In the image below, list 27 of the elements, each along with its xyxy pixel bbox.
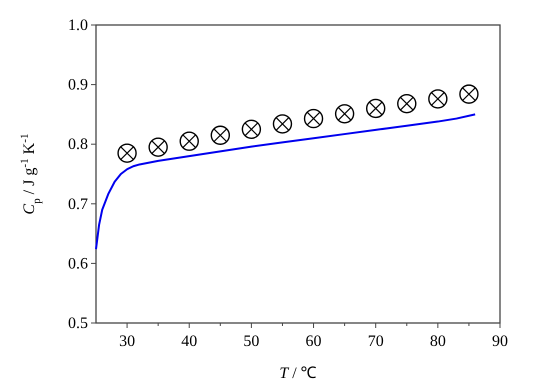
point [180, 132, 199, 151]
point [304, 108, 324, 128]
point [366, 98, 386, 118]
y-tick-label: 0.9 [68, 76, 88, 94]
line-series [95, 113, 476, 250]
x-axis-title: T / ℃ [279, 365, 317, 382]
x-tick-label: 40 [181, 333, 198, 350]
y-tick-label: 1.0 [68, 17, 88, 34]
y-tick-label: 0.6 [68, 255, 88, 272]
y-tick-label: 0.5 [68, 315, 88, 332]
point [117, 143, 137, 163]
point [242, 120, 262, 139]
point [428, 89, 448, 109]
x-tick-label: 50 [243, 333, 260, 350]
point [272, 114, 292, 134]
x-tick-label: 90 [492, 333, 508, 350]
point [397, 94, 416, 114]
point [148, 137, 168, 157]
y-tick-label: 0.7 [68, 196, 88, 213]
x-tick-label: 80 [430, 333, 446, 350]
x-tick-label: 70 [368, 333, 384, 350]
y-tick-label: 0.8 [68, 136, 88, 154]
point [334, 104, 354, 124]
x-tick-label: 30 [119, 333, 136, 350]
point [459, 84, 479, 104]
x-tick-label: 60 [306, 333, 322, 350]
point [210, 126, 230, 145]
